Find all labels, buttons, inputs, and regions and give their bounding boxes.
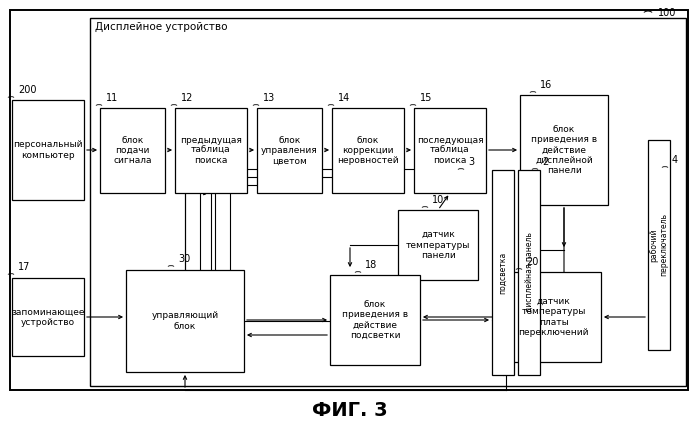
Text: датчик
температуры
панели: датчик температуры панели (406, 230, 470, 260)
Bar (506, 272, 601, 362)
Text: блок
приведения в
действие
дисплейной
панели: блок приведения в действие дисплейной па… (531, 124, 597, 175)
Bar (492, 170, 514, 375)
Text: 30: 30 (178, 254, 190, 264)
Text: 200: 200 (18, 85, 36, 95)
Text: последующая
таблица
поиска: последующая таблица поиска (416, 135, 483, 165)
Text: 10: 10 (432, 195, 444, 205)
Text: блок
приведения в
действие
подсветки: блок приведения в действие подсветки (342, 300, 408, 340)
Text: ФИГ. 3: ФИГ. 3 (312, 400, 388, 419)
Text: 17: 17 (18, 262, 30, 272)
Text: подсветка: подсветка (498, 252, 508, 294)
Text: запоминающее
устройство: запоминающее устройство (11, 307, 85, 327)
Bar (175, 108, 247, 193)
Text: датчик
температуры
платы
переключений: датчик температуры платы переключений (518, 297, 589, 337)
Text: 18: 18 (365, 260, 377, 270)
Bar (90, 18, 686, 386)
Text: 100: 100 (658, 8, 676, 18)
Text: 15: 15 (420, 93, 433, 103)
Text: 4: 4 (672, 155, 678, 165)
Text: управляющий
блок: управляющий блок (151, 311, 218, 331)
Text: 13: 13 (263, 93, 275, 103)
Bar (330, 275, 420, 365)
Text: блок
управления
цветом: блок управления цветом (261, 135, 318, 165)
Bar (648, 140, 670, 350)
Bar (126, 270, 244, 372)
Text: 3: 3 (468, 157, 474, 167)
Text: 2: 2 (542, 157, 548, 167)
Bar (12, 100, 84, 200)
Bar (12, 278, 84, 356)
Text: предыдущая
таблица
поиска: предыдущая таблица поиска (180, 135, 242, 165)
Bar (518, 170, 540, 375)
Text: 14: 14 (338, 93, 350, 103)
Text: рабочий
переключатель: рабочий переключатель (650, 214, 668, 276)
Text: 20: 20 (526, 257, 538, 267)
Bar (398, 210, 478, 280)
Bar (332, 108, 404, 193)
Bar (520, 95, 608, 205)
Text: блок
коррекции
неровностей: блок коррекции неровностей (337, 135, 399, 165)
Text: 12: 12 (181, 93, 193, 103)
Bar (257, 108, 322, 193)
Text: 11: 11 (106, 93, 118, 103)
Bar (100, 108, 165, 193)
Text: блок
подачи
сигнала: блок подачи сигнала (113, 135, 152, 165)
Text: дисплейная панель: дисплейная панель (524, 233, 533, 312)
Text: персональный
компьютер: персональный компьютер (13, 140, 83, 160)
Text: Дисплейное устройство: Дисплейное устройство (95, 22, 228, 32)
Bar (414, 108, 486, 193)
Text: 16: 16 (540, 80, 552, 90)
